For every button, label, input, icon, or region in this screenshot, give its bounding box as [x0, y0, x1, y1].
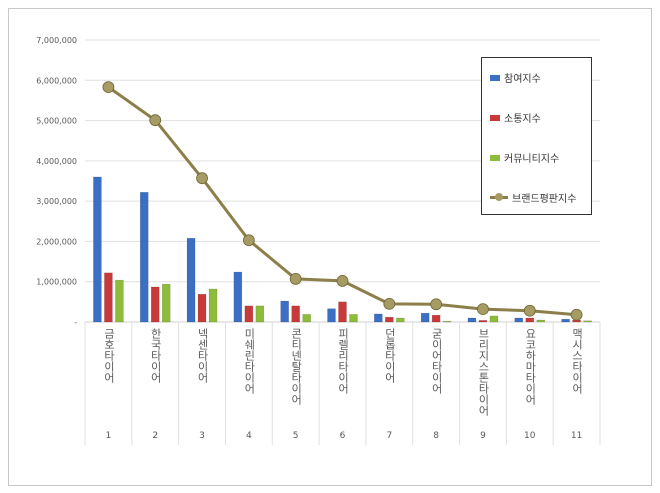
category-number: 4: [245, 431, 252, 441]
category-number: 10: [524, 431, 536, 441]
category-name: 미쉐린타이어: [242, 328, 256, 394]
bar-소통지수-8: [431, 314, 441, 323]
category-name: 피렐리타이어: [336, 328, 350, 394]
line-point-4: [242, 234, 255, 247]
bar-참여지수-10: [514, 317, 524, 323]
bar-참여지수-7: [374, 313, 383, 323]
y-tick-label: 6,000,000: [36, 76, 77, 85]
bar-소통지수-6: [338, 301, 347, 323]
bar-커뮤니티지수-6: [349, 314, 358, 323]
legend-line-marker: [490, 193, 508, 201]
category-number: 1: [105, 431, 112, 441]
y-tick-label: 4,000,000: [36, 157, 77, 166]
y-tick-label: 5,000,000: [36, 117, 77, 126]
line-point-8: [430, 298, 443, 311]
legend-label: 소통지수: [504, 114, 541, 125]
category-name: 한국타이어: [149, 328, 163, 383]
legend-swatch: [490, 74, 500, 81]
bar-참여지수-8: [420, 312, 430, 323]
bar-커뮤니티지수-5: [302, 314, 311, 323]
category-name: 맥시스타이어: [570, 328, 584, 394]
legend-item: 참여지수: [490, 70, 541, 85]
bar-커뮤니티지수-1: [115, 279, 124, 323]
legend-item: 소통지수: [490, 110, 541, 125]
bar-커뮤니티지수-11: [583, 320, 592, 323]
bar-소통지수-10: [525, 317, 535, 323]
category-number: 9: [480, 431, 486, 441]
y-tick-label: -: [74, 318, 77, 327]
line-point-6: [336, 275, 349, 287]
line-point-1: [102, 81, 115, 94]
line-point-10: [523, 304, 536, 317]
bar-참여지수-2: [139, 192, 149, 323]
category-name: 던롭타이어: [383, 328, 397, 383]
bar-커뮤니티지수-3: [208, 288, 218, 323]
category-number: 6: [339, 431, 346, 441]
bar-참여지수-11: [561, 318, 570, 323]
bar-소통지수-3: [197, 293, 207, 323]
category-name: 브리지스톤타이어: [476, 328, 490, 416]
legend-swatch: [490, 154, 500, 161]
bar-참여지수-1: [93, 176, 102, 323]
bar-커뮤니티지수-9: [489, 315, 499, 323]
bar-소통지수-5: [291, 305, 300, 323]
bar-참여지수-3: [186, 237, 196, 323]
category-number: 2: [152, 431, 159, 441]
legend-label: 커뮤니티지수: [504, 154, 560, 165]
bar-커뮤니티지수-4: [255, 305, 265, 323]
legend-label: 참여지수: [504, 74, 541, 85]
bar-커뮤니티지수-8: [442, 320, 452, 323]
legend-item: 브랜드평판지수: [490, 190, 576, 205]
category-number: 3: [199, 431, 205, 441]
bar-참여지수-5: [280, 300, 289, 323]
line-point-2: [149, 114, 162, 127]
category-number: 8: [433, 431, 439, 441]
y-tick-label: 2,000,000: [36, 237, 77, 246]
bar-소통지수-2: [150, 286, 160, 323]
bar-참여지수-9: [467, 317, 477, 323]
line-point-7: [383, 297, 396, 310]
line-point-9: [477, 303, 489, 316]
line-point-5: [289, 272, 302, 285]
line-point-3: [196, 172, 208, 185]
bar-소통지수-1: [104, 272, 113, 323]
bar-소통지수-9: [478, 320, 488, 323]
legend-swatch: [490, 114, 500, 121]
y-tick-label: 1,000,000: [36, 278, 77, 287]
category-name: 요코하마타이어: [523, 328, 537, 405]
line-point-11: [570, 308, 583, 321]
legend-item: 커뮤니티지수: [490, 150, 559, 165]
bar-커뮤니티지수-7: [396, 317, 405, 323]
bar-소통지수-7: [385, 316, 394, 323]
category-name: 넥센타이어: [196, 328, 210, 383]
category-name: 콘티넨탈타이어: [289, 328, 303, 405]
bar-커뮤니티지수-10: [536, 319, 546, 323]
category-number: 5: [292, 431, 299, 441]
category-number: 11: [570, 431, 583, 441]
category-name: 금호타이어: [102, 328, 116, 383]
bar-참여지수-4: [233, 271, 243, 323]
bar-소통지수-4: [244, 305, 254, 323]
legend-label: 브랜드평판지수: [512, 194, 577, 205]
y-tick-label: 7,000,000: [36, 36, 77, 45]
chart-frame: [8, 8, 652, 486]
category-name: 굳이어타이어: [430, 328, 444, 394]
bar-참여지수-6: [327, 308, 336, 323]
category-number: 7: [386, 431, 393, 441]
bar-커뮤니티지수-2: [161, 283, 171, 323]
y-tick-label: 3,000,000: [36, 197, 77, 206]
